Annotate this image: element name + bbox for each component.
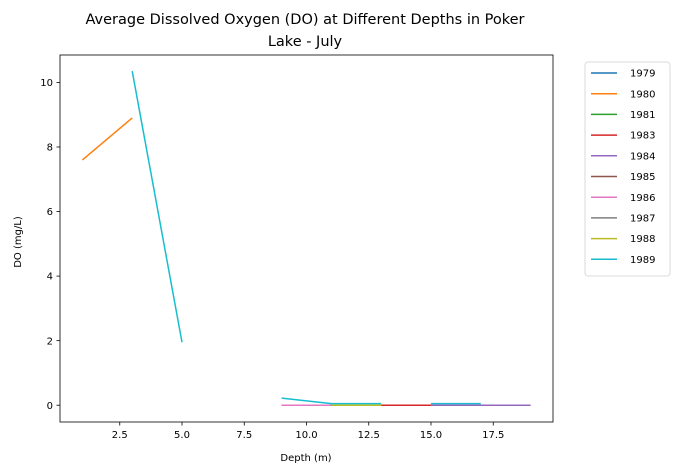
plot-area [59,54,554,423]
x-tick-label: 2.5 [112,430,128,441]
chart-title-line-2: Lake - July [268,34,343,50]
y-tick-label: 4 [47,272,53,283]
legend-label: 1980 [630,89,655,100]
series-line-1989 [281,397,382,405]
legend-label: 1984 [630,151,655,162]
y-tick-label: 0 [47,401,53,412]
y-tick-label: 6 [47,207,53,218]
plot-frame [59,54,554,423]
y-tick-label: 2 [47,336,53,347]
x-tick-label: 17.5 [482,430,504,441]
legend-label: 1981 [630,110,655,121]
legend-label: 1983 [630,131,655,142]
legend-label: 1989 [630,255,655,266]
series-group [81,71,531,406]
x-tick-label: 10.0 [295,430,317,441]
legend-frame [584,61,671,277]
series-line-1980 [81,117,133,161]
legend-label: 1988 [630,234,655,245]
y-tick-label: 8 [47,143,53,154]
chart-title-line-1: Average Dissolved Oxygen (DO) at Differe… [85,12,524,28]
x-tick-label: 12.5 [358,430,380,441]
y-tick-label: 10 [40,78,53,89]
x-tick-label: 5.0 [174,430,190,441]
x-tick-label: 15.0 [420,430,442,441]
legend-label: 1987 [630,214,655,225]
legend-label: 1985 [630,172,655,183]
legend-label: 1979 [630,69,655,80]
series-line-1989 [131,71,183,343]
x-tick-label: 7.5 [236,430,252,441]
y-axis: 0 2 4 6 8 10 [40,78,60,412]
x-axis: 2.5 5.0 7.5 10.0 12.5 15.0 17.5 [112,422,504,441]
x-axis-label: Depth (m) [280,453,331,464]
legend: 1979 1980 1981 1983 1984 1985 1986 1987 1988 1989 [584,61,671,277]
y-axis-label: DO (mg/L) [13,216,24,268]
legend-label: 1986 [630,193,655,204]
